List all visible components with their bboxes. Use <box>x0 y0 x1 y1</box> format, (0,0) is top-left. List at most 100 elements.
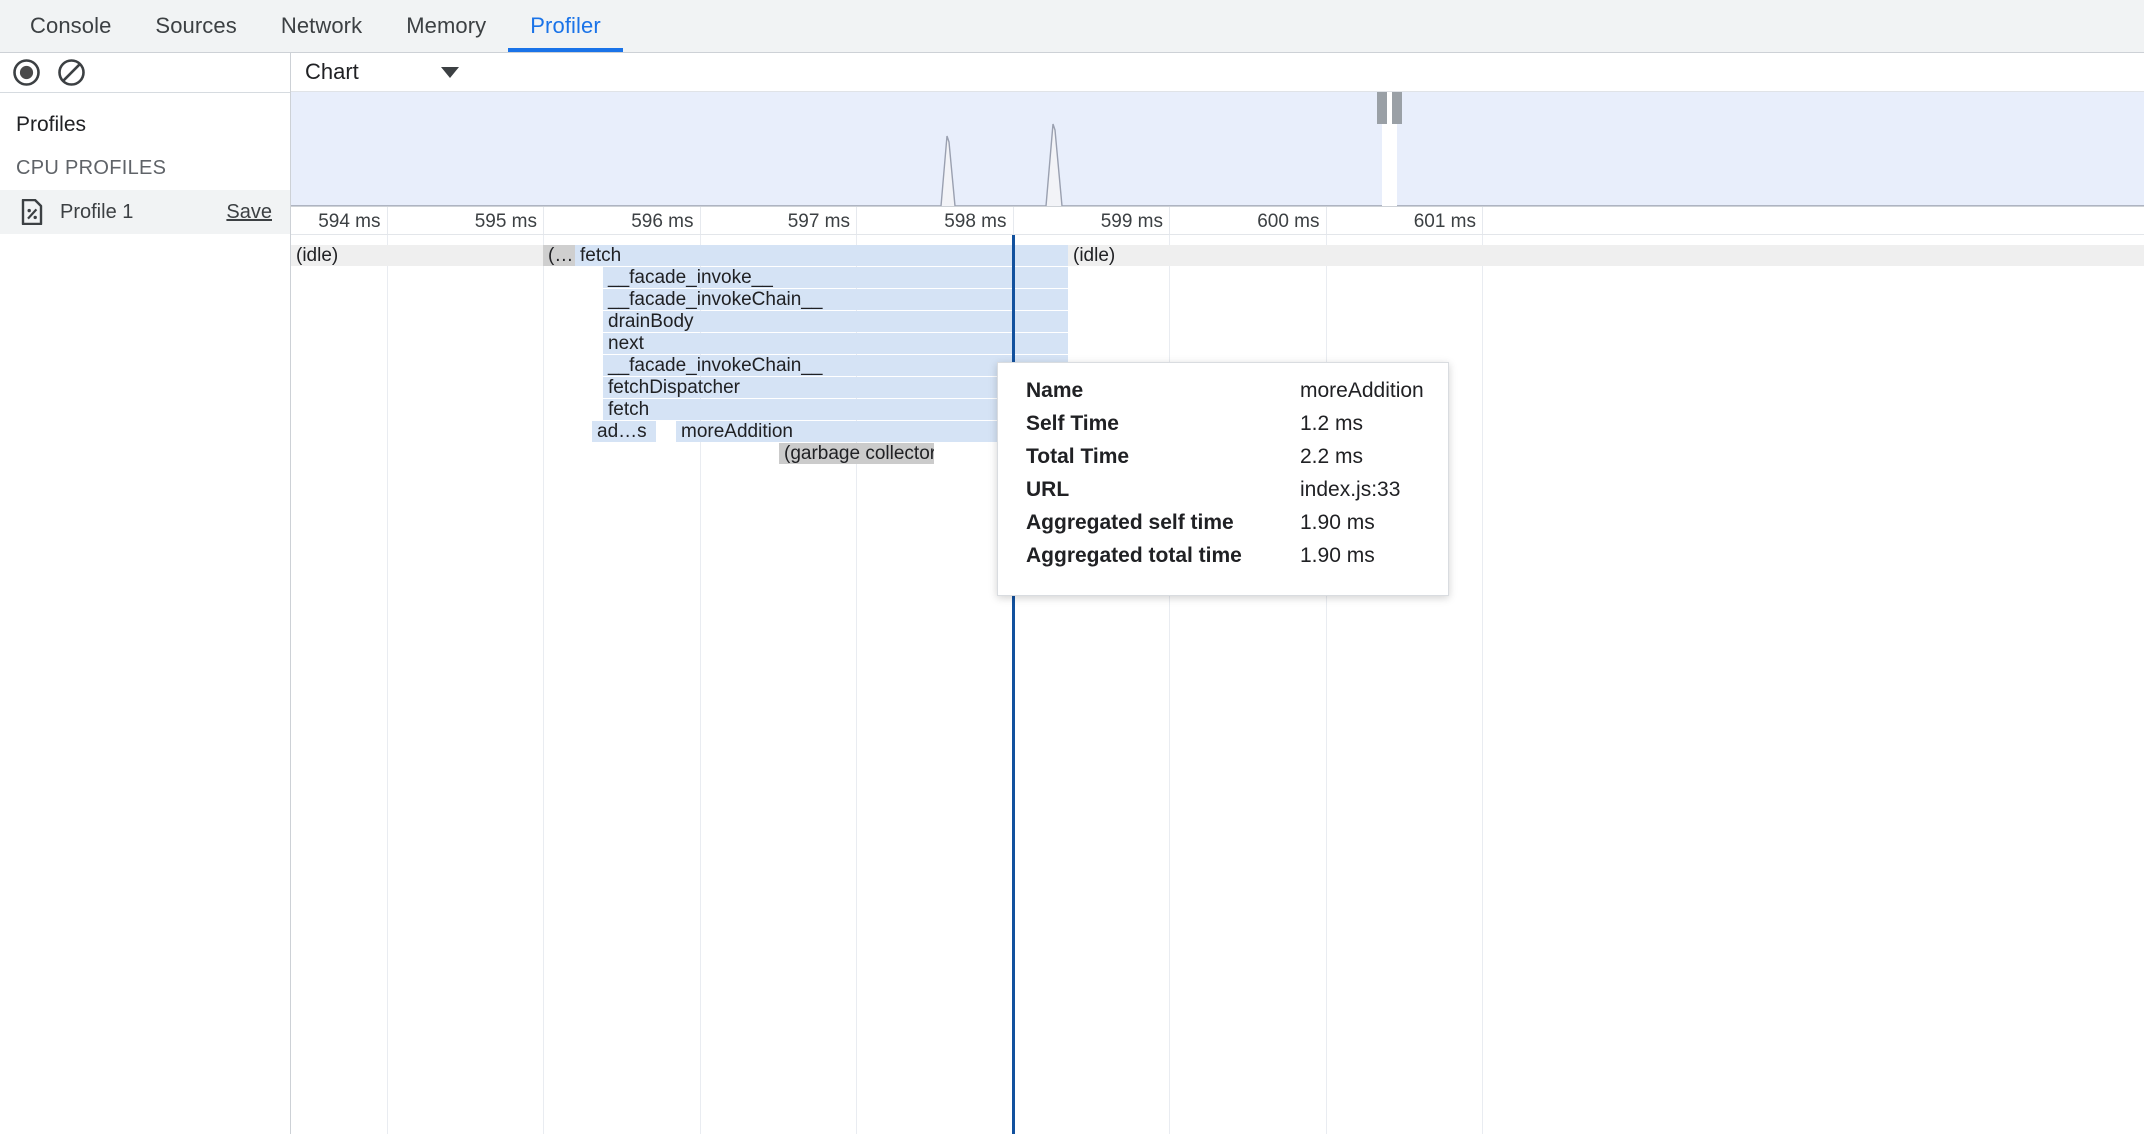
tooltip-key: Aggregated self time <box>1026 511 1234 534</box>
flame-bar-label: next <box>608 333 644 354</box>
zoom-tick-label: 594 ms <box>318 211 381 232</box>
zoom-tick: 601 ms <box>1414 207 1483 234</box>
tooltip-key: Aggregated total time <box>1026 544 1242 567</box>
overview-cpu-graph <box>291 123 2144 207</box>
flame-bar-label: (idle) <box>296 245 339 266</box>
profiler-toolbar: Chart <box>291 53 2144 92</box>
profile-document-icon <box>20 199 44 225</box>
flame-bar[interactable]: __facade_invokeChain__ <box>603 289 1068 310</box>
flame-bar-label: (idle) <box>1073 245 1116 266</box>
zoom-tick: 599 ms <box>1101 207 1170 234</box>
tooltip-key: Total Time <box>1026 445 1130 468</box>
flame-bar-label: (garbage collector) <box>784 443 934 464</box>
sidebar-toolbar <box>0 53 290 93</box>
zoom-tick: 598 ms <box>944 207 1014 234</box>
flame-gridline <box>543 235 544 1134</box>
tab-label: Profiler <box>530 13 601 38</box>
time-cursor-line <box>1011 235 1015 1134</box>
flame-gridline <box>1325 235 1327 1134</box>
flame-bar-label: __facade_invokeChain__ <box>608 289 823 310</box>
flame-chart[interactable]: (idle) (… fetch (idle) __facade_invoke__ __fa… <box>291 235 2144 1134</box>
tab-label: Console <box>30 13 112 38</box>
tooltip-key: URL <box>1026 478 1070 501</box>
list-item-profile-1[interactable]: Profile 1 Save <box>0 190 290 234</box>
flame-bar[interactable]: __facade_invokeChain__ <box>603 355 1068 376</box>
tab-console[interactable]: Console <box>8 0 133 52</box>
zoom-tick: 595 ms <box>475 207 544 234</box>
chevron-down-icon <box>441 66 459 78</box>
zoom-tick: 597 ms <box>788 207 857 234</box>
flame-bar[interactable]: fetch <box>575 245 1068 266</box>
tooltip-value: 2.2 ms <box>1300 445 1364 468</box>
devtools-tab-strip: Console Sources Network Memory Profiler <box>0 0 2144 53</box>
flame-bar[interactable]: (garbage collector) <box>779 443 934 464</box>
flame-bar[interactable]: (idle) <box>291 245 543 266</box>
overview-shade-left <box>291 92 1383 207</box>
tab-label: Sources <box>155 13 237 38</box>
zoom-tick: 594 ms <box>318 207 388 234</box>
flame-bar[interactable]: (… <box>543 245 575 266</box>
flame-bar-label: (… <box>548 245 574 266</box>
zoom-tick-label: 596 ms <box>631 211 694 232</box>
clear-icon[interactable] <box>56 57 87 88</box>
flame-bar[interactable]: (idle) <box>1068 245 2144 266</box>
frame-details-tooltip: Name moreAddition Self Time 1.2 ms Total Tim… <box>997 362 1449 596</box>
overview-shade-right <box>1397 92 2144 207</box>
record-icon[interactable] <box>11 57 42 88</box>
tab-profiler[interactable]: Profiler <box>508 0 623 52</box>
overview-handle-right[interactable] <box>1392 92 1403 124</box>
tooltip-key: Self Time <box>1026 412 1119 435</box>
zoom-tick-label: 595 ms <box>474 211 537 232</box>
tab-network[interactable]: Network <box>259 0 384 52</box>
flame-bar[interactable]: next <box>603 333 1068 354</box>
overview-divider <box>291 206 2144 207</box>
flame-bar[interactable]: fetch <box>603 399 1068 420</box>
flame-bar[interactable]: fetchDispatcher <box>603 377 1068 398</box>
tooltip-value: 1.90 ms <box>1300 511 1375 534</box>
tooltip-row: Total Time 2.2 ms <box>1026 445 1424 478</box>
tab-sources[interactable]: Sources <box>133 0 258 52</box>
profile-name: Profile 1 <box>60 200 134 223</box>
flame-gridline <box>699 235 701 1134</box>
tooltip-row: URL index.js:33 <box>1026 478 1424 511</box>
flame-bar-label: ad…s <box>597 421 647 442</box>
overview-handle-left[interactable] <box>1377 92 1388 124</box>
flame-bar-label: fetch <box>608 399 650 420</box>
flame-bar-label: __facade_invoke__ <box>608 267 773 288</box>
tooltip-row: Aggregated self time 1.90 ms <box>1026 511 1424 544</box>
zoom-tick-label: 601 ms <box>1413 211 1476 232</box>
zoom-tick-label: 597 ms <box>787 211 850 232</box>
flame-gridline <box>1482 235 1483 1134</box>
view-mode-label: Chart <box>305 59 359 84</box>
zoom-tick-label: 598 ms <box>944 211 1007 232</box>
view-mode-select[interactable]: Chart <box>291 53 481 92</box>
cpu-profiles-section-header: CPU PROFILES <box>16 157 167 179</box>
tooltip-value: 1.2 ms <box>1300 412 1364 435</box>
tooltip-row: Aggregated total time 1.90 ms <box>1026 544 1424 577</box>
flame-bar-label: drainBody <box>608 311 694 332</box>
save-button[interactable]: Save <box>226 200 272 223</box>
flame-gridline <box>1169 235 1170 1134</box>
zoom-tick: 596 ms <box>631 207 701 234</box>
flame-bar-label: __facade_invokeChain__ <box>608 355 823 376</box>
profiles-sidebar: Profiles CPU PROFILES Profile 1 Save <box>0 53 291 1134</box>
flame-gridline <box>856 235 857 1134</box>
flame-bar[interactable]: __facade_invoke__ <box>603 267 1068 288</box>
flame-bar-label: fetch <box>580 245 622 266</box>
zoom-tick-label: 600 ms <box>1257 211 1320 232</box>
flame-bar[interactable]: moreAddition <box>676 421 1009 442</box>
flame-bar[interactable]: ad…s <box>592 421 656 442</box>
page-title: Profiles <box>16 113 87 136</box>
tooltip-row: Self Time 1.2 ms <box>1026 412 1424 445</box>
flame-gridline <box>386 235 388 1134</box>
tab-label: Memory <box>406 13 487 38</box>
zoom-tick-label: 599 ms <box>1100 211 1163 232</box>
flame-bar[interactable]: drainBody <box>603 311 1068 332</box>
tooltip-row: Name moreAddition <box>1026 379 1424 412</box>
profiler-main-panel: Chart 100 ms200 ms300 ms400 ms500 ms600 … <box>291 53 2144 1134</box>
tab-memory[interactable]: Memory <box>384 0 508 52</box>
zoomed-time-ruler: 594 ms 595 ms 596 ms 597 ms 598 ms 599 ms 600 … <box>291 207 2144 235</box>
tooltip-value: moreAddition <box>1300 379 1424 402</box>
